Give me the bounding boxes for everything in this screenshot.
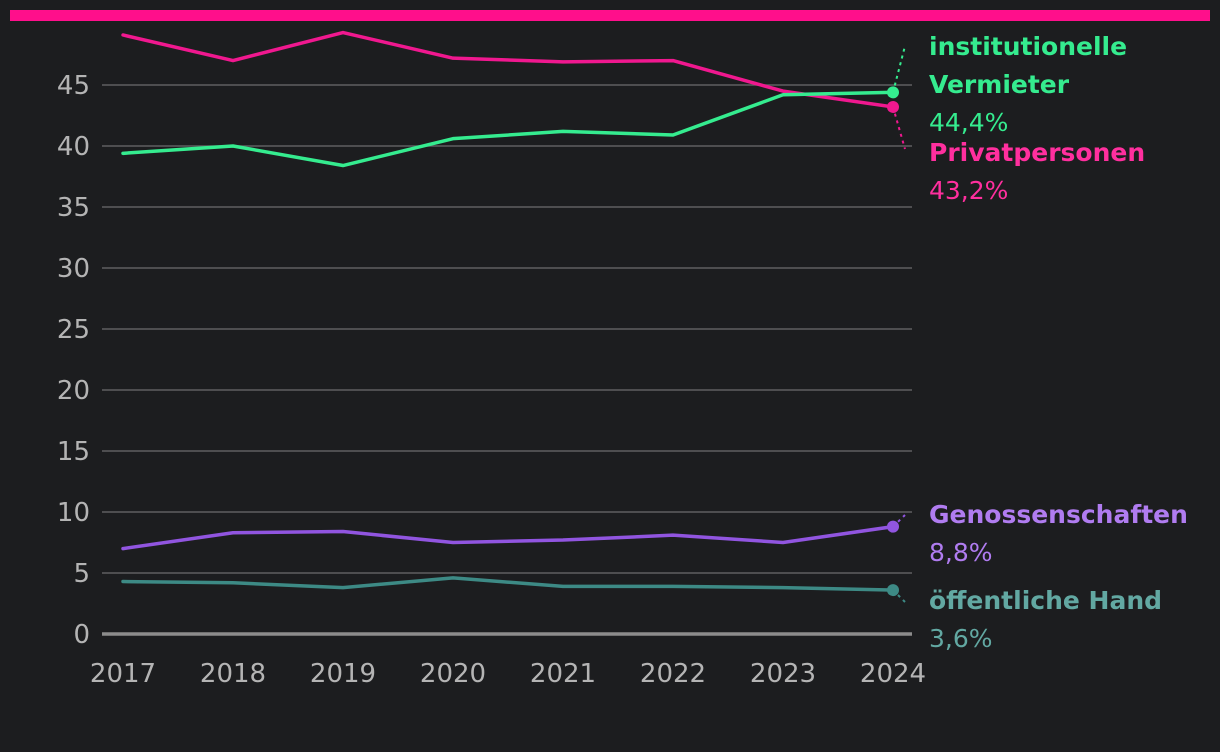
series-line	[121, 30, 895, 109]
x-axis-ticks: 2017 2018 2019 2020 2021 2022 2023 2024	[90, 659, 926, 689]
label-oeffentlich: öffentliche Hand 3,6%	[929, 586, 1162, 653]
y-tick-label: 10	[57, 498, 90, 528]
y-tick-label: 20	[57, 376, 90, 406]
x-tick-label: 2018	[200, 659, 266, 689]
y-tick-label: 5	[73, 559, 90, 589]
series-line	[121, 576, 895, 592]
series-line	[121, 524, 895, 551]
series-line	[121, 90, 895, 168]
series-value-label: 44,4%	[929, 108, 1008, 137]
x-tick-label: 2020	[420, 659, 486, 689]
series-institutionell	[121, 45, 906, 168]
series-value-label: 3,6%	[929, 624, 993, 653]
series-value-label: 8,8%	[929, 538, 993, 567]
x-tick-label: 2023	[750, 659, 816, 689]
series-oeffentlich	[121, 576, 906, 603]
gridlines	[102, 84, 912, 636]
series-value-label: 43,2%	[929, 176, 1008, 205]
x-tick-label: 2024	[860, 659, 926, 689]
series-privat	[121, 30, 906, 150]
label-connector	[892, 514, 906, 528]
series-genossenschaften	[121, 514, 906, 551]
label-connector	[892, 106, 906, 150]
series-lines	[121, 30, 906, 603]
y-tick-label: 35	[57, 193, 90, 223]
series-name-label: Privatpersonen	[929, 138, 1145, 167]
y-tick-label: 30	[57, 254, 90, 284]
y-tick-label: 45	[57, 71, 90, 101]
series-labels: Privatpersonen 43,2% institutionelle Vermie…	[929, 32, 1188, 653]
x-tick-label: 2021	[530, 659, 596, 689]
series-name-label: institutionelle	[929, 32, 1127, 61]
x-tick-label: 2022	[640, 659, 706, 689]
x-tick-label: 2017	[90, 659, 156, 689]
label-genossenschaften: Genossenschaften 8,8%	[929, 500, 1188, 567]
x-tick-label: 2019	[310, 659, 376, 689]
y-tick-label: 40	[57, 132, 90, 162]
y-axis-ticks: 0 5 10 15 20 25 30 35 40 45	[57, 71, 90, 650]
label-connector	[892, 589, 906, 603]
label-privat: Privatpersonen 43,2%	[929, 138, 1145, 205]
y-tick-label: 15	[57, 437, 90, 467]
series-name-label: Genossenschaften	[929, 500, 1188, 529]
accent-bar	[10, 10, 1210, 21]
label-connector	[892, 45, 906, 93]
y-tick-label: 25	[57, 315, 90, 345]
series-name-label: öffentliche Hand	[929, 586, 1162, 615]
label-institutionell: institutionelle Vermieter 44,4%	[929, 32, 1127, 137]
series-name-label: Vermieter	[929, 70, 1070, 99]
y-tick-label: 0	[73, 620, 90, 650]
